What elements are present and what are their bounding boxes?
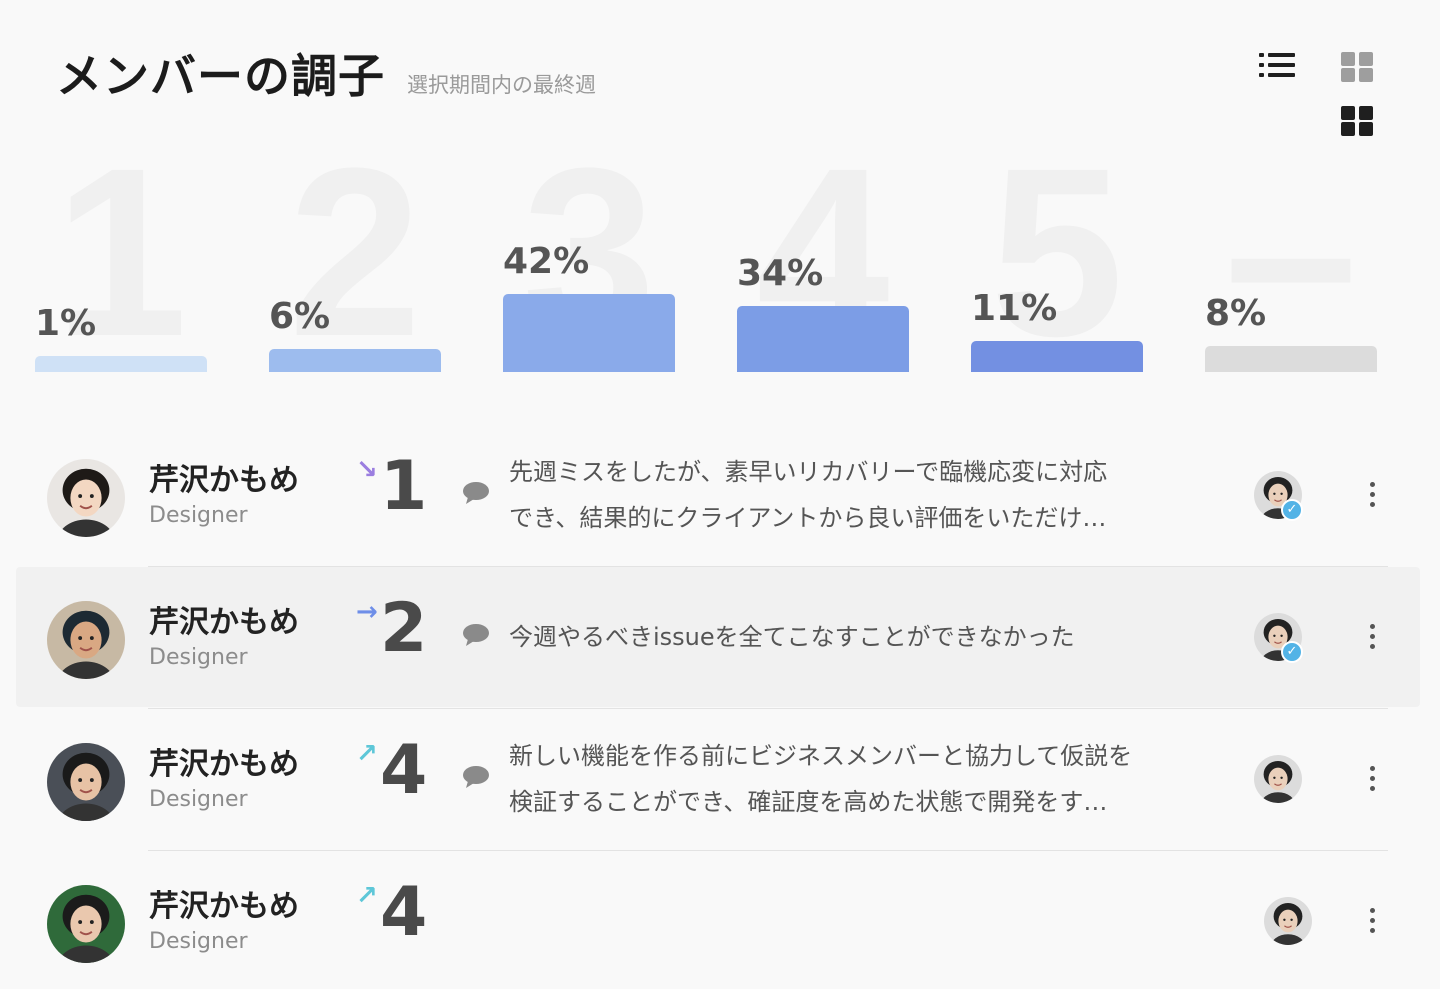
chart-value-label: 11% [971, 288, 1058, 329]
comment-icon [462, 623, 490, 647]
row-divider [148, 566, 1388, 567]
chart-value-label: 1% [35, 303, 97, 344]
chart-bar [737, 306, 909, 372]
member-row[interactable]: 芹沢かもめ Designer → 2 今週やるべきissueを全てこなすことができなかっ… [16, 567, 1420, 707]
comment-line: 新しい機能を作る前にビジネスメンバーと協力して仮説を [509, 742, 1133, 770]
chart-category-label: 5 [971, 132, 1143, 372]
chart-category-label: – [1205, 132, 1377, 372]
chart-bar [503, 294, 675, 372]
check-icon: ✓ [1281, 499, 1303, 521]
member-name[interactable]: 芹沢かもめ [149, 747, 299, 782]
avatar[interactable] [47, 743, 125, 821]
chart-bar [1205, 346, 1377, 372]
member-role: Designer [149, 929, 248, 954]
row-divider [148, 850, 1388, 851]
member-role: Designer [149, 645, 248, 670]
condition-score: 2 [380, 589, 428, 668]
comment-icon [462, 765, 490, 789]
more-options-button[interactable] [1366, 764, 1378, 794]
more-options-button[interactable] [1366, 622, 1378, 652]
member-comment[interactable]: 今週やるべきissueを全てこなすことができなかった [509, 614, 1229, 660]
grid-view-button[interactable] [1339, 50, 1375, 86]
comment-icon [462, 481, 490, 505]
chart-bar [269, 349, 441, 372]
list-view-button[interactable] [1259, 50, 1295, 86]
member-name[interactable]: 芹沢かもめ [149, 463, 299, 498]
member-name[interactable]: 芹沢かもめ [149, 605, 299, 640]
trend-arrow-icon: ↗ [356, 881, 378, 911]
avatar[interactable] [47, 601, 125, 679]
avatar[interactable] [47, 885, 125, 963]
member-row[interactable]: 芹沢かもめ Designer ↗ 4 新しい機能を作る前にビジネスメンバーと協力して仮説… [16, 709, 1420, 849]
member-role: Designer [149, 787, 248, 812]
member-role: Designer [149, 503, 248, 528]
reviewer-avatar[interactable] [1264, 897, 1312, 945]
comment-line: でき、結果的にクライアントから良い評価をいただけ… [509, 504, 1107, 532]
more-options-button[interactable] [1366, 480, 1378, 510]
chart-value-label: 34% [737, 253, 824, 294]
row-divider [148, 708, 1388, 709]
member-comment[interactable]: 先週ミスをしたが、素早いリカバリーで臨機応変に対応 でき、結果的にクライアントから… [509, 449, 1229, 541]
page-title: メンバーの調子 [56, 49, 385, 103]
chart-value-label: 6% [269, 296, 331, 337]
member-row[interactable]: 芹沢かもめ Designer ↗ 4 [16, 851, 1420, 989]
page-header: メンバーの調子 選択期間内の最終週 [56, 40, 596, 106]
trend-arrow-icon: ↘ [356, 455, 378, 485]
chart-bar [971, 341, 1143, 372]
chart-value-label: 8% [1205, 293, 1267, 334]
member-name[interactable]: 芹沢かもめ [149, 889, 299, 924]
member-row[interactable]: 芹沢かもめ Designer ↘ 1 先週ミスをしたが、素早いリカバリーで臨機応変に対応… [16, 425, 1420, 565]
grid-view-button-active[interactable] [1339, 104, 1375, 140]
chart-bar [35, 356, 207, 372]
page-subtitle: 選択期間内の最終週 [407, 73, 596, 97]
trend-arrow-icon: → [356, 597, 378, 627]
chart-value-label: 42% [503, 241, 590, 282]
condition-score: 4 [380, 731, 428, 810]
avatar[interactable] [47, 459, 125, 537]
comment-line: 検証することができ、確証度を高めた状態で開発をす… [509, 788, 1108, 816]
comment-line: 先週ミスをしたが、素早いリカバリーで臨機応変に対応 [509, 458, 1108, 486]
comment-line: 今週やるべきissueを全てこなすことができなかった [509, 623, 1075, 651]
condition-score: 4 [380, 873, 428, 952]
check-icon: ✓ [1281, 641, 1303, 663]
more-options-button[interactable] [1366, 906, 1378, 936]
reviewer-avatar[interactable] [1254, 755, 1302, 803]
score-distribution-chart: 11%26%342%434%511%–8% [0, 150, 1440, 380]
condition-score: 1 [380, 447, 428, 526]
trend-arrow-icon: ↗ [356, 739, 378, 769]
member-comment[interactable]: 新しい機能を作る前にビジネスメンバーと協力して仮説を 検証することができ、確証度を… [509, 733, 1229, 825]
